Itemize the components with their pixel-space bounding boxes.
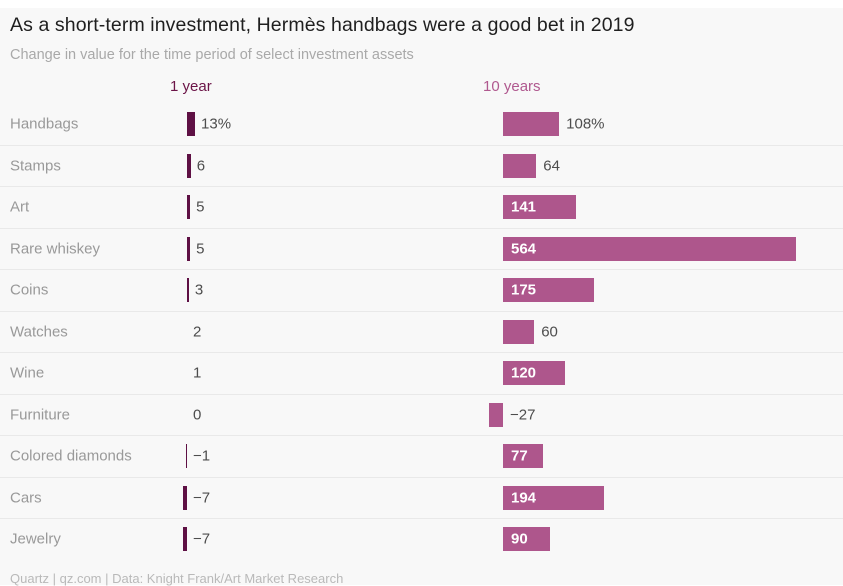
bar-1-year (187, 153, 191, 178)
value-label-1-year: 2 (193, 323, 202, 341)
chart-row: Wine 1 120 (0, 352, 843, 394)
chart-row: Watches 2 60 (0, 310, 843, 353)
chart-row: Art 5 141 (0, 186, 843, 228)
category-label: Stamps (10, 157, 61, 175)
bar-10-years (503, 153, 537, 178)
chart-title: As a short-term investment, Hermès handb… (10, 14, 635, 36)
value-label-1-year: 6 (196, 157, 206, 175)
category-label: Cars (10, 489, 42, 507)
bar-1-year (182, 485, 187, 510)
value-label-1-year: 5 (196, 198, 205, 216)
value-label-10-years: 564 (511, 240, 537, 258)
category-label: Jewelry (10, 530, 61, 548)
bar-10-years (503, 485, 604, 510)
bar-1-year (187, 236, 191, 261)
chart-row: Cars −7 194 (0, 476, 843, 519)
chart-canvas: As a short-term investment, Hermès handb… (0, 8, 843, 586)
chart-subtitle: Change in value for the time period of s… (10, 47, 414, 63)
value-label-1-year: 3 (194, 281, 204, 299)
bar-1-year (187, 278, 189, 303)
value-label-10-years: 175 (511, 281, 537, 299)
category-label: Handbags (10, 115, 79, 133)
chart-row: Rare whiskey 5 564 (0, 227, 843, 270)
value-label-1-year: 13% (201, 115, 232, 133)
value-label-10-years: 120 (511, 364, 537, 382)
category-label: Coins (10, 281, 49, 299)
value-label-1-year: −7 (193, 489, 211, 507)
bar-10-years (503, 444, 544, 469)
bar-10-years (503, 527, 550, 552)
category-label: Colored diamonds (10, 447, 132, 465)
chart-rows: Handbags 13% 108% Stamps 6 64 Art 5 141 Rare whis… (0, 103, 843, 560)
value-label-10-years: 141 (511, 198, 537, 216)
chart-row: Furniture 0 −27 (0, 393, 843, 436)
value-label-10-years: 90 (511, 530, 528, 548)
bar-1-year (185, 444, 187, 469)
value-label-10-years: 60 (541, 323, 558, 341)
bar-10-years (503, 278, 594, 303)
bar-1-year (187, 195, 191, 220)
bar-1-year (182, 527, 187, 552)
bar-10-years (488, 402, 503, 427)
bar-10-years (503, 236, 797, 261)
value-label-1-year: 0 (193, 406, 202, 424)
category-label: Wine (10, 364, 45, 382)
column-header-1-year: 1 year (170, 78, 212, 95)
bar-10-years (503, 361, 566, 386)
bar-1-year (187, 111, 196, 136)
chart-row: Handbags 13% 108% (0, 103, 843, 145)
source-attribution: Quartz | qz.com | Data: Knight Frank/Art… (10, 571, 344, 586)
bar-10-years (503, 195, 577, 220)
value-label-1-year: 1 (193, 364, 202, 382)
category-label: Rare whiskey (10, 240, 101, 258)
value-label-1-year: −7 (193, 530, 211, 548)
value-label-10-years: 108% (566, 115, 605, 133)
chart-row: Coins 3 175 (0, 269, 843, 311)
value-label-10-years: 194 (511, 489, 537, 507)
bar-10-years (503, 111, 560, 136)
chart-row: Jewelry −7 90 (0, 518, 843, 560)
value-label-10-years: 77 (511, 447, 528, 465)
value-label-1-year: 5 (196, 240, 205, 258)
bar-10-years (503, 319, 535, 344)
column-header-10-years: 10 years (483, 78, 541, 95)
value-label-1-year: −1 (193, 447, 211, 465)
value-label-10-years: 64 (543, 157, 560, 175)
category-label: Furniture (10, 406, 71, 424)
chart-row: Stamps 6 64 (0, 144, 843, 187)
category-label: Watches (10, 323, 68, 341)
chart-row: Colored diamonds −1 77 (0, 435, 843, 477)
category-label: Art (10, 198, 30, 216)
value-label-10-years: −27 (510, 406, 536, 424)
